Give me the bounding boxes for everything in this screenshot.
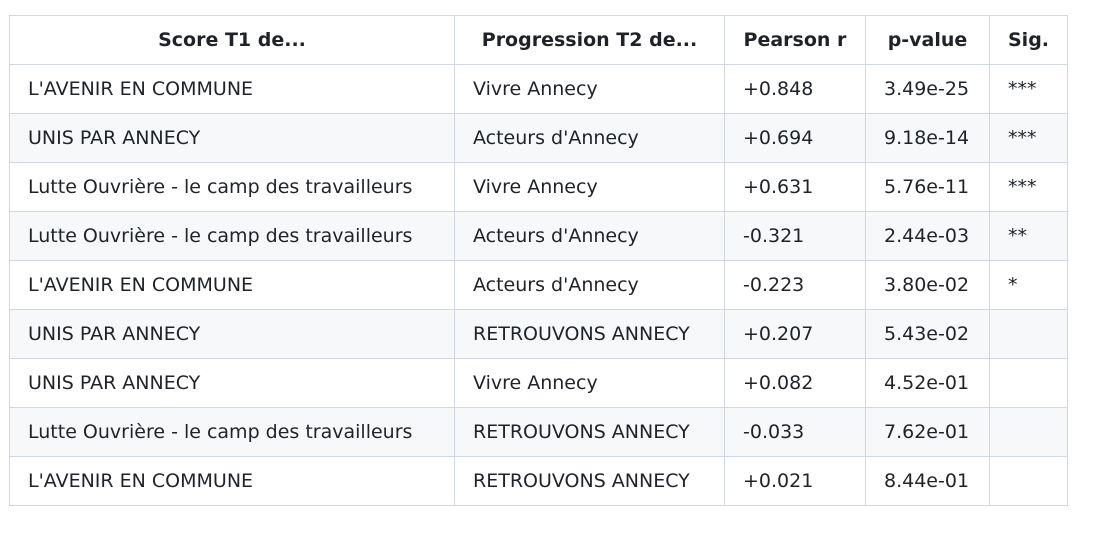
table-cell: UNIS PAR ANNECY (9, 309, 455, 359)
table-cell: +0.021 (724, 456, 866, 506)
table-cell: *** (988, 162, 1069, 212)
table-cell: 7.62e-01 (865, 407, 990, 457)
table-row: Lutte Ouvrière - le camp des travailleur… (9, 407, 1069, 457)
table-cell (988, 358, 1069, 408)
table-cell: +0.848 (724, 64, 866, 114)
table-cell: *** (988, 113, 1069, 163)
table-cell: 2.44e-03 (865, 211, 990, 261)
table-row: UNIS PAR ANNECY Vivre Annecy +0.082 4.52e-0… (9, 358, 1069, 408)
table-row: L'AVENIR EN COMMUNE RETROUVONS ANNECY +0.0… (9, 456, 1069, 506)
table-cell: Acteurs d'Annecy (454, 113, 725, 163)
table-cell: -0.223 (724, 260, 866, 310)
table-cell: L'AVENIR EN COMMUNE (9, 260, 455, 310)
table-row: L'AVENIR EN COMMUNE Acteurs d'Annecy -0.22… (9, 260, 1069, 310)
table-cell: *** (988, 64, 1069, 114)
table-cell: L'AVENIR EN COMMUNE (9, 456, 455, 506)
table-row: L'AVENIR EN COMMUNE Vivre Annecy +0.848 3.4… (9, 64, 1069, 114)
table-cell (988, 407, 1069, 457)
table-cell: UNIS PAR ANNECY (9, 113, 455, 163)
table-cell: Vivre Annecy (454, 64, 725, 114)
table-cell: * (988, 260, 1069, 310)
table-cell: ** (988, 211, 1069, 261)
results-table: Score T1 de... Progression T2 de... Pearso… (9, 15, 1069, 506)
table-row: UNIS PAR ANNECY Acteurs d'Annecy +0.694 9.1… (9, 113, 1069, 163)
table-cell (988, 456, 1069, 506)
table-cell: RETROUVONS ANNECY (454, 456, 725, 506)
table-cell: UNIS PAR ANNECY (9, 358, 455, 408)
table-cell: +0.631 (724, 162, 866, 212)
table-header: Score T1 de... Progression T2 de... Pearso… (9, 15, 1069, 65)
table-row: UNIS PAR ANNECY RETROUVONS ANNECY +0.207 5.… (9, 309, 1069, 359)
column-header: Progression T2 de... (454, 15, 725, 65)
table-cell: Acteurs d'Annecy (454, 260, 725, 310)
table-cell: 3.80e-02 (865, 260, 990, 310)
table-cell: -0.033 (724, 407, 866, 457)
table-body: L'AVENIR EN COMMUNE Vivre Annecy +0.848 3.4… (9, 64, 1069, 506)
table-cell: Vivre Annecy (454, 162, 725, 212)
table-cell: 9.18e-14 (865, 113, 990, 163)
table-cell (988, 309, 1069, 359)
table-cell: Acteurs d'Annecy (454, 211, 725, 261)
table-cell: 8.44e-01 (865, 456, 990, 506)
table-cell: L'AVENIR EN COMMUNE (9, 64, 455, 114)
table-cell: +0.694 (724, 113, 866, 163)
column-header: Pearson r (724, 15, 866, 65)
table-row: Lutte Ouvrière - le camp des travailleur… (9, 211, 1069, 261)
table-cell: RETROUVONS ANNECY (454, 309, 725, 359)
table-row: Lutte Ouvrière - le camp des travailleur… (9, 162, 1069, 212)
table-cell: 3.49e-25 (865, 64, 990, 114)
column-header: p-value (865, 15, 990, 65)
table-cell: Lutte Ouvrière - le camp des travailleur… (9, 162, 455, 212)
table-cell: 5.43e-02 (865, 309, 990, 359)
table-cell: 4.52e-01 (865, 358, 990, 408)
table-cell: -0.321 (724, 211, 866, 261)
table-cell: Lutte Ouvrière - le camp des travailleur… (9, 407, 455, 457)
table-cell: +0.082 (724, 358, 866, 408)
column-header: Sig. (988, 15, 1069, 65)
header-row: Score T1 de... Progression T2 de... Pearso… (9, 15, 1069, 65)
table-cell: RETROUVONS ANNECY (454, 407, 725, 457)
table-cell: Vivre Annecy (454, 358, 725, 408)
table-cell: 5.76e-11 (865, 162, 990, 212)
table-cell: +0.207 (724, 309, 866, 359)
column-header: Score T1 de... (9, 15, 455, 65)
table-cell: Lutte Ouvrière - le camp des travailleur… (9, 211, 455, 261)
